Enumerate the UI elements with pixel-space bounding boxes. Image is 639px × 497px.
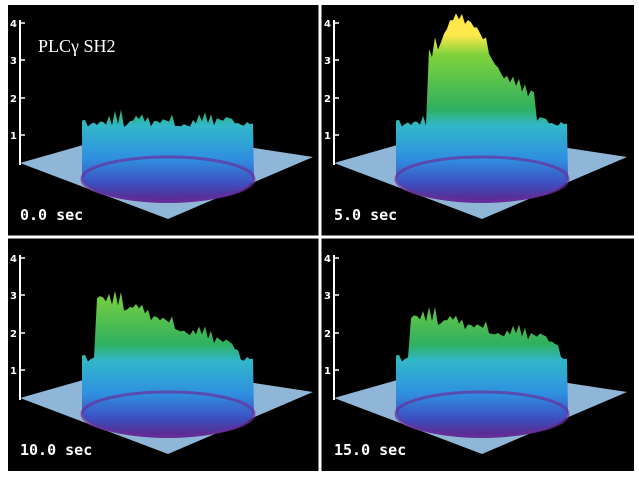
surface-rim [394,155,570,203]
tick-label: 4 [324,19,331,30]
surface-rim [80,390,256,438]
panels: 1 2 3 4 0.0 sec 1 2 3 4 5.0 sec 1 2 3 4 10.0 sec 1 2 3 4 15… [10,13,627,459]
tick-label: 3 [324,291,331,302]
time-label: 10.0 sec [20,441,92,459]
panel: 1 2 3 4 5.0 sec [324,13,627,224]
tick-label: 2 [324,329,331,340]
tick-label: 1 [324,366,331,377]
surface-rim [394,390,570,438]
tick-label: 2 [324,94,331,105]
tick-label: 1 [10,366,17,377]
tick-label: 3 [10,291,17,302]
tick-label: 3 [324,56,331,67]
surface [396,306,568,438]
surface [396,13,568,204]
time-label: 0.0 sec [20,206,83,224]
tick-label: 4 [324,254,331,265]
figure-title: PLCγ SH2 [38,36,115,56]
surface-rim [80,155,256,203]
tick-label: 4 [10,254,17,265]
time-label: 5.0 sec [334,206,397,224]
tick-label: 1 [324,131,331,142]
time-label: 15.0 sec [334,441,406,459]
tick-label: 3 [10,56,17,67]
tick-label: 1 [10,131,17,142]
panel: 1 2 3 4 15.0 sec [324,254,627,459]
panel: 1 2 3 4 10.0 sec [10,254,313,459]
tick-label: 2 [10,94,17,105]
panel: 1 2 3 4 0.0 sec [10,19,313,224]
tick-label: 4 [10,19,17,30]
surface [82,290,254,438]
tick-label: 2 [10,329,17,340]
